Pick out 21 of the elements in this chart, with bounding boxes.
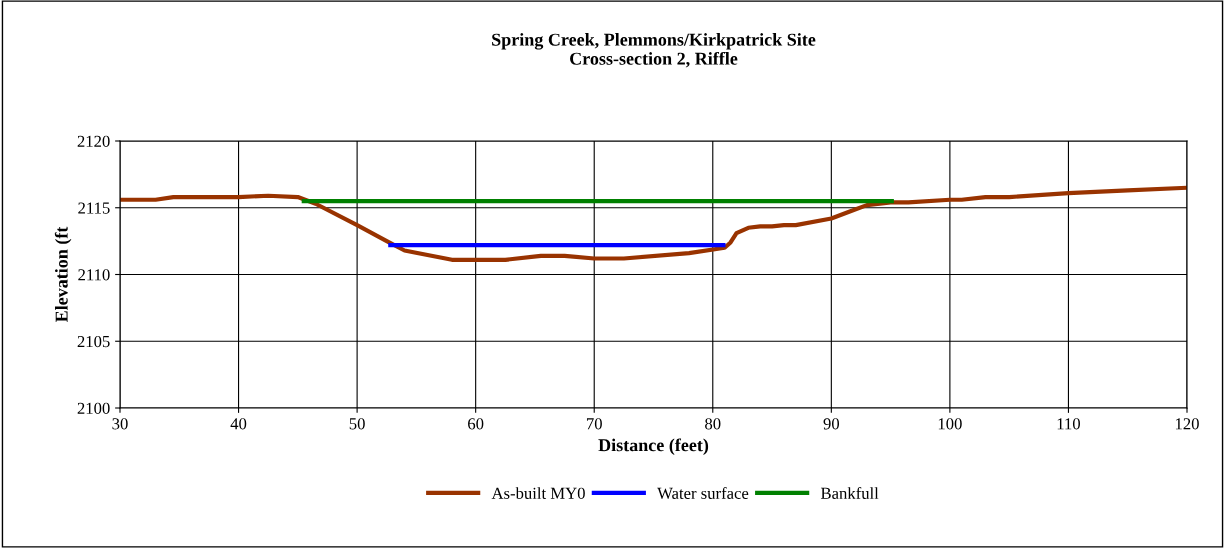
x-tick-label: 80 <box>705 418 721 430</box>
legend-label: Water surface <box>657 487 749 499</box>
x-tick-label: 50 <box>349 418 365 430</box>
legend-label: Bankfull <box>820 487 879 499</box>
y-tick-label: 2120 <box>77 135 110 147</box>
y-tick-label: 2110 <box>78 269 110 281</box>
legend-label: As-built MY0 <box>491 487 585 499</box>
y-axis-title: Elevation (ft <box>54 226 72 323</box>
y-tick-label: 2105 <box>77 335 110 348</box>
x-tick-label: 30 <box>112 418 128 430</box>
chart-title: Spring Creek, Plemmons/Kirkpatrick Site Cross-section 2, Riffle <box>492 33 816 68</box>
x-tick-label: 110 <box>1057 418 1080 430</box>
y-tick-label: 2100 <box>77 402 110 414</box>
x-tick-label: 100 <box>938 418 962 430</box>
x-tick-label: 60 <box>468 418 484 430</box>
x-tick-label: 70 <box>586 418 602 430</box>
x-tick-label: 40 <box>230 418 247 430</box>
x-axis-title: Distance (feet) <box>598 438 709 455</box>
x-tick-label: 120 <box>1175 418 1199 430</box>
y-tick-label: 2115 <box>78 202 110 214</box>
x-tick-label: 90 <box>823 418 840 430</box>
